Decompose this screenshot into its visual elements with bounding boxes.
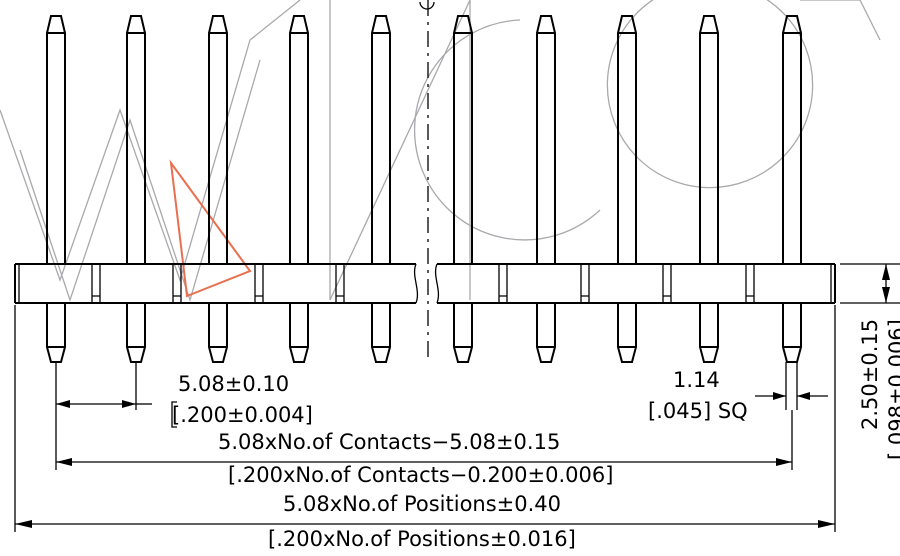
pins (46, 15, 802, 363)
triangle-marker (169, 159, 252, 298)
pin (289, 15, 309, 363)
pin (699, 15, 719, 363)
height-in-label: [.098±0.006] (885, 319, 900, 460)
pin (208, 15, 228, 363)
pitch-mm-label: 5.08±0.10 (178, 372, 289, 396)
pin (371, 15, 391, 363)
pin (536, 15, 556, 363)
pin (617, 15, 637, 363)
pin (453, 15, 473, 363)
pin-in-label: [.045] SQ (648, 399, 748, 423)
positions-in-label: [.200xNo.of Positions±0.016] (268, 527, 576, 551)
pitch-in-label: [.200±0.004] (172, 403, 313, 427)
housing (14, 263, 836, 304)
positions-mm-label: 5.08xNo.of Positions±0.40 (283, 492, 561, 516)
pin (126, 15, 146, 363)
pin-size-dimension (755, 362, 828, 410)
pin (782, 15, 802, 363)
height-dimension (840, 263, 900, 304)
contacts-dimension (55, 410, 793, 470)
pitch-dimension (55, 362, 152, 410)
pin (46, 15, 66, 363)
contacts-mm-label: 5.08xNo.of Contacts−5.08±0.15 (218, 430, 560, 454)
pin-mm-label: 1.14 (673, 368, 720, 392)
contacts-in-label: [.200xNo.of Contacts−0.200±0.006] (228, 463, 613, 487)
watermark-logo (0, 0, 881, 303)
positions-dimension (14, 305, 836, 532)
height-mm-label: 2.50±0.15 (858, 319, 882, 430)
